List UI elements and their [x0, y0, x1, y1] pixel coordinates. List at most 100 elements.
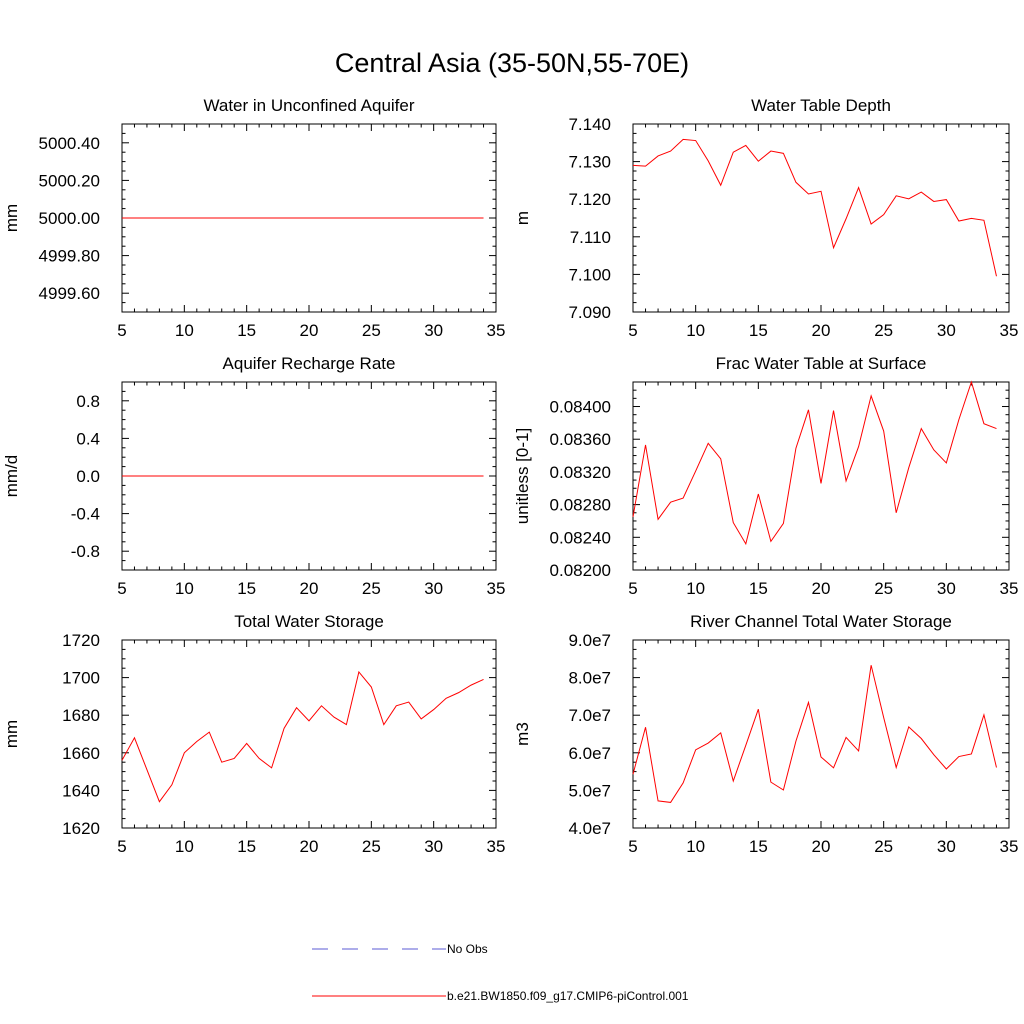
legend-label-no-obs: No Obs [447, 942, 488, 956]
x-tick-label: 30 [937, 579, 956, 598]
x-tick-label: 10 [175, 837, 194, 856]
legend: No Obs b.e21.BW1850.f09_g17.CMIP6-piCont… [312, 942, 689, 1003]
x-tick-label: 35 [487, 321, 506, 340]
x-tick-label: 20 [300, 321, 319, 340]
x-tick-label: 30 [424, 579, 443, 598]
panel-aquifer-recharge-rate: Aquifer Recharge Rate mm/d 5 10 15 20 25 30 35 -0… [2, 354, 505, 598]
legend-label-model-run: b.e21.BW1850.f09_g17.CMIP6-piControl.001 [447, 989, 689, 1003]
panel-water-table-depth: Water Table Depth m 5 10 15 20 25 30 35 7.090 7.10… [513, 96, 1018, 340]
x-tick-label: 25 [362, 837, 381, 856]
panel-title: Frac Water Table at Surface [716, 354, 927, 373]
x-tick-label: 5 [628, 837, 637, 856]
plot-frame [632, 639, 1010, 829]
y-tick-label: 0.08400 [550, 398, 611, 417]
y-tick-label: 0.08200 [550, 561, 611, 580]
x-tick-label: 20 [300, 579, 319, 598]
panel-title: Total Water Storage [234, 612, 384, 631]
x-tick-label: 15 [237, 579, 256, 598]
panel-title: Water Table Depth [751, 96, 891, 115]
y-axis-label: m3 [513, 722, 532, 746]
x-tick-label: 20 [812, 837, 831, 856]
x-tick-label: 25 [874, 321, 893, 340]
y-tick-label: 0.08320 [550, 463, 611, 482]
y-tick-label: 5000.40 [39, 134, 100, 153]
figure-title: Central Asia (35-50N,55-70E) [334, 48, 690, 78]
y-tick-label: 0.08360 [550, 430, 611, 449]
y-axis-label: m [513, 211, 532, 225]
x-tick-label: 5 [628, 579, 637, 598]
plot-frame [632, 123, 1010, 313]
plot-frame [121, 639, 497, 829]
x-tick-label: 10 [686, 579, 705, 598]
series-line-river-channel-total-water-storage [632, 665, 997, 803]
x-tick-label: 25 [874, 579, 893, 598]
x-tick-label: 35 [1000, 321, 1019, 340]
y-tick-label: 1620 [62, 819, 100, 838]
y-tick-label: 0.08280 [550, 496, 611, 515]
y-tick-label: -0.4 [71, 505, 100, 524]
y-tick-label: 5000.20 [39, 171, 100, 190]
panel-river-channel-total-water-storage: River Channel Total Water Storage m3 5 10 15… [513, 612, 1018, 856]
panel-frac-water-table-at-surface: Frac Water Table at Surface unitless [0-1… [513, 354, 1018, 598]
y-tick-label: 7.120 [568, 190, 611, 209]
y-axis-label: mm [2, 720, 21, 748]
y-tick-label: 9.0e7 [568, 631, 611, 650]
y-tick-label: 7.090 [568, 303, 611, 322]
y-tick-label: 1660 [62, 744, 100, 763]
y-tick-label: 1700 [62, 669, 100, 688]
x-tick-label: 5 [628, 321, 637, 340]
x-tick-label: 35 [1000, 837, 1019, 856]
y-tick-label: 5000.00 [39, 209, 100, 228]
y-tick-label: 1640 [62, 781, 100, 800]
x-tick-label: 25 [874, 837, 893, 856]
x-tick-label: 10 [175, 579, 194, 598]
x-tick-label: 20 [812, 579, 831, 598]
y-tick-label: 1720 [62, 631, 100, 650]
series-line-frac-water-table-at-surface [632, 380, 997, 546]
x-tick-label: 30 [937, 321, 956, 340]
y-tick-label: 4.0e7 [568, 819, 611, 838]
series-line-total-water-storage [121, 670, 484, 803]
y-tick-label: 0.8 [76, 392, 100, 411]
y-tick-label: 6.0e7 [568, 744, 611, 763]
y-tick-label: 7.110 [570, 228, 611, 247]
x-tick-label: 35 [487, 579, 506, 598]
plot-frame [632, 381, 1010, 571]
x-tick-label: 35 [487, 837, 506, 856]
x-tick-label: 5 [117, 579, 126, 598]
x-tick-label: 25 [362, 579, 381, 598]
panel-total-water-storage: Total Water Storage mm 5 10 15 20 25 30 35 1620 16… [2, 612, 505, 856]
y-tick-label: 7.140 [568, 115, 611, 134]
x-tick-label: 20 [300, 837, 319, 856]
x-tick-label: 15 [237, 321, 256, 340]
y-tick-label: -0.8 [71, 542, 100, 561]
x-tick-label: 15 [749, 579, 768, 598]
y-tick-label: 0.0 [76, 467, 100, 486]
y-tick-label: 5.0e7 [568, 781, 611, 800]
x-tick-label: 15 [749, 837, 768, 856]
panel-title: Water in Unconfined Aquifer [203, 96, 414, 115]
x-tick-label: 20 [812, 321, 831, 340]
x-tick-label: 5 [117, 321, 126, 340]
y-tick-label: 7.130 [568, 153, 611, 172]
x-tick-label: 30 [424, 321, 443, 340]
x-tick-label: 10 [175, 321, 194, 340]
x-tick-label: 10 [686, 321, 705, 340]
panel-title: Aquifer Recharge Rate [223, 354, 396, 373]
y-tick-label: 1680 [62, 706, 100, 725]
x-tick-label: 30 [937, 837, 956, 856]
y-tick-label: 7.100 [568, 265, 611, 284]
x-tick-label: 35 [1000, 579, 1019, 598]
y-tick-label: 8.0e7 [568, 669, 611, 688]
y-axis-label: mm/d [2, 455, 21, 498]
x-tick-label: 30 [424, 837, 443, 856]
y-tick-label: 7.0e7 [568, 706, 611, 725]
panel-title: River Channel Total Water Storage [690, 612, 952, 631]
x-tick-label: 15 [237, 837, 256, 856]
y-axis-label: mm [2, 204, 21, 232]
y-tick-label: 4999.60 [39, 284, 100, 303]
panel-water-in-unconfined-aquifer: Water in Unconfined Aquifer mm 5 10 15 20 25 30… [2, 96, 505, 340]
y-tick-label: 0.4 [76, 429, 100, 448]
y-tick-label: 0.08240 [550, 528, 611, 547]
